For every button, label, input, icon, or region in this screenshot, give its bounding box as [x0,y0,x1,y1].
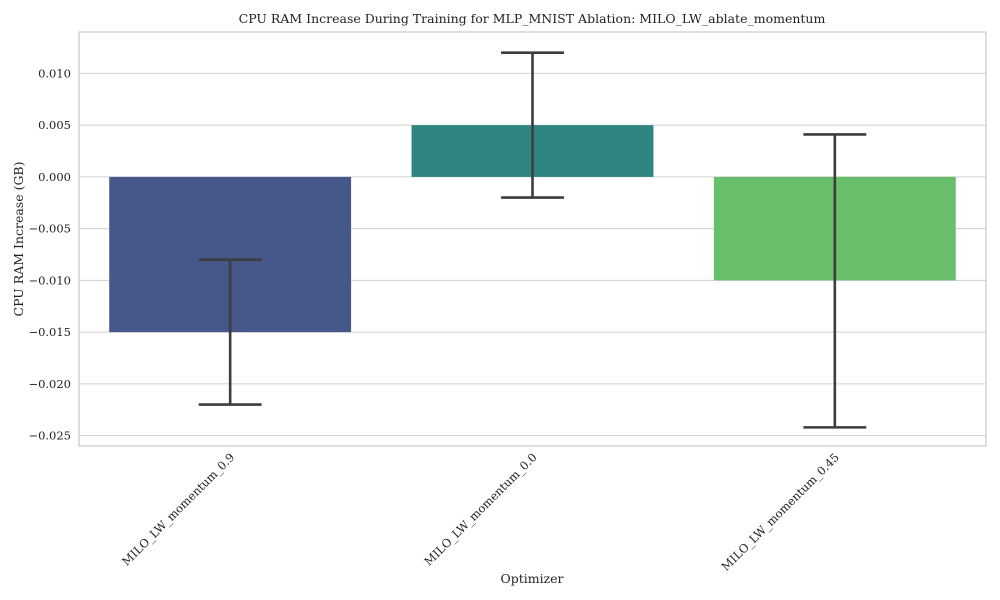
y-tick-label: 0.000 [38,170,71,184]
x-tick-label: MILO_LW_momentum_0.45 [719,450,842,573]
x-tick-label: MILO_LW_momentum_0.9 [119,450,237,568]
y-tick-label: 0.010 [38,66,71,80]
error-bar [803,133,867,429]
x-axis-label: Optimizer [500,571,563,586]
y-tick-label: −0.025 [28,429,71,443]
y-tick-label: 0.005 [38,118,71,132]
y-tick-label: −0.005 [28,222,71,236]
x-tick-label: MILO_LW_momentum_0.0 [421,450,539,568]
error-bars [198,51,867,429]
error-bar [501,51,564,199]
y-tick-labels: 0.010 0.005 0.000 −0.005 −0.010 −0.015 −0.020 −… [28,66,71,442]
x-tick-labels: MILO_LW_momentum_0.9 MILO_LW_momentum_0.0… [119,450,842,573]
y-axis-label: CPU RAM Increase (GB) [11,162,26,317]
y-tick-label: −0.010 [28,273,71,287]
chart-title: CPU RAM Increase During Training for MLP… [239,11,826,26]
error-bar [198,258,262,406]
y-tick-label: −0.015 [28,325,71,339]
y-tick-label: −0.020 [28,377,71,391]
plot-frame [78,31,987,447]
